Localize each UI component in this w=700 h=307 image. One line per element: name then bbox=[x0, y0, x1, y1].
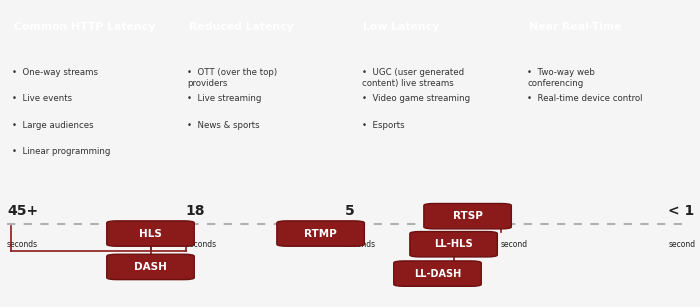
Text: 5: 5 bbox=[344, 204, 354, 218]
Bar bbox=[0, 173, 700, 224]
Text: •  Linear programming: • Linear programming bbox=[13, 147, 111, 156]
Text: LL-DASH: LL-DASH bbox=[414, 269, 461, 279]
Text: second: second bbox=[500, 240, 528, 249]
Text: RTSP: RTSP bbox=[453, 211, 482, 221]
Text: •  OTT (over the top)
providers: • OTT (over the top) providers bbox=[188, 68, 277, 87]
Text: •  Real-time device control: • Real-time device control bbox=[528, 95, 643, 103]
Text: Common HTTP Latency: Common HTTP Latency bbox=[14, 22, 155, 32]
Text: Reduced Latency: Reduced Latency bbox=[189, 22, 294, 32]
Text: •  Large audiences: • Large audiences bbox=[13, 121, 94, 130]
Text: 1: 1 bbox=[500, 204, 510, 218]
Text: •  Live events: • Live events bbox=[13, 95, 72, 103]
Text: Low Latency: Low Latency bbox=[363, 22, 440, 32]
Text: RTMP: RTMP bbox=[304, 228, 337, 239]
Text: 18: 18 bbox=[186, 204, 205, 218]
Text: seconds: seconds bbox=[7, 240, 38, 249]
Text: •  Live streaming: • Live streaming bbox=[188, 95, 262, 103]
Text: •  News & sports: • News & sports bbox=[188, 121, 260, 130]
FancyBboxPatch shape bbox=[106, 221, 194, 246]
FancyBboxPatch shape bbox=[106, 254, 194, 280]
Text: LL-HLS: LL-HLS bbox=[434, 239, 473, 249]
Text: < 1: < 1 bbox=[668, 204, 694, 218]
Text: •  One-way streams: • One-way streams bbox=[13, 68, 98, 77]
Text: seconds: seconds bbox=[344, 240, 375, 249]
FancyBboxPatch shape bbox=[410, 231, 497, 257]
Text: seconds: seconds bbox=[186, 240, 216, 249]
FancyBboxPatch shape bbox=[393, 261, 482, 286]
FancyBboxPatch shape bbox=[277, 221, 364, 246]
Text: •  UGC (user generated
content) live streams: • UGC (user generated content) live stre… bbox=[361, 68, 463, 87]
Text: 45+: 45+ bbox=[7, 204, 38, 218]
Text: •  Esports: • Esports bbox=[361, 121, 404, 130]
FancyBboxPatch shape bbox=[424, 204, 511, 229]
Text: DASH: DASH bbox=[134, 262, 167, 272]
Text: •  Video game streaming: • Video game streaming bbox=[361, 95, 470, 103]
Text: HLS: HLS bbox=[139, 228, 162, 239]
Text: second: second bbox=[668, 240, 696, 249]
Text: Near Real-Time: Near Real-Time bbox=[529, 22, 622, 32]
Text: •  Two-way web
conferencing: • Two-way web conferencing bbox=[528, 68, 596, 87]
